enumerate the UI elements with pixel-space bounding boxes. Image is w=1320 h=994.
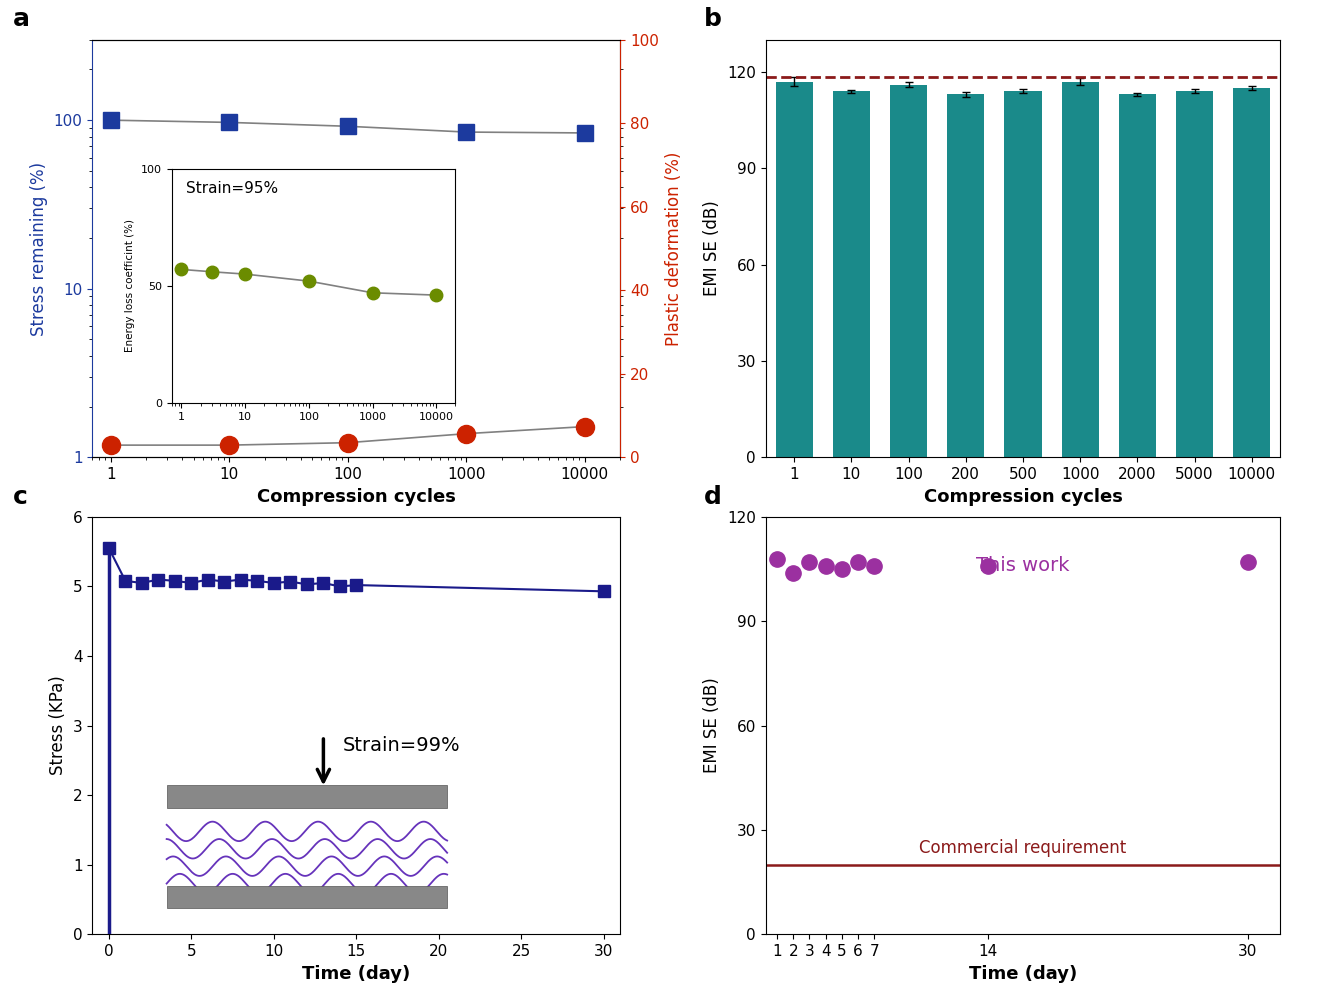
Bar [1005,91,1041,457]
X-axis label: Compression cycles: Compression cycles [257,487,455,506]
Y-axis label: Stress (KPa): Stress (KPa) [49,676,67,775]
Bar [166,785,447,808]
X-axis label: Time (day): Time (day) [302,964,411,983]
Bar [1061,82,1098,457]
Bar [890,84,927,457]
Y-axis label: EMI SE (dB): EMI SE (dB) [704,201,722,296]
Text: a: a [13,7,30,32]
Bar [948,94,985,457]
Text: d: d [704,484,722,509]
Text: Commercial requirement: Commercial requirement [919,839,1127,857]
X-axis label: Compression cycles: Compression cycles [924,487,1122,506]
Text: c: c [13,484,28,509]
Text: Strain=95%: Strain=95% [186,181,279,196]
Y-axis label: Energy loss coefficint (%): Energy loss coefficint (%) [125,220,136,352]
Bar [1233,87,1270,457]
Text: This work: This work [977,557,1069,576]
Bar [166,886,447,908]
Y-axis label: EMI SE (dB): EMI SE (dB) [704,678,722,773]
Bar [776,82,813,457]
X-axis label: Time (day): Time (day) [969,964,1077,983]
Bar [1119,94,1156,457]
Y-axis label: Plastic deformation (%): Plastic deformation (%) [664,151,682,346]
Bar [1176,91,1213,457]
Text: Strain=99%: Strain=99% [343,736,461,755]
Y-axis label: Stress remaining (%): Stress remaining (%) [30,161,49,336]
Text: b: b [704,7,722,32]
Bar [833,91,870,457]
